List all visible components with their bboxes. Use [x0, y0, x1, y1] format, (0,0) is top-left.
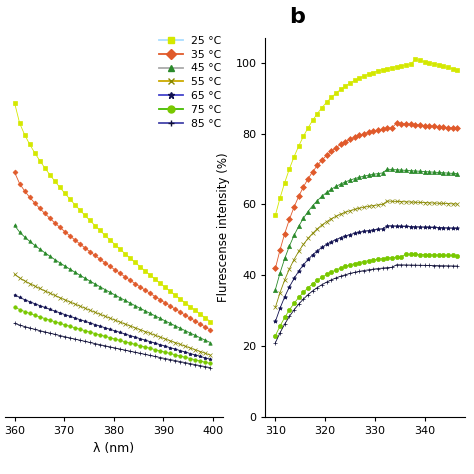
Legend: 25 °C, 35 °C, 45 °C, 55 °C, 65 °C, 75 °C, 85 °C: 25 °C, 35 °C, 45 °C, 55 °C, 65 °C, 75 °C… — [159, 36, 222, 128]
Y-axis label: Flurescense intensity (%): Flurescense intensity (%) — [217, 153, 230, 302]
Text: b: b — [289, 7, 305, 27]
X-axis label: λ (nm): λ (nm) — [93, 442, 134, 455]
